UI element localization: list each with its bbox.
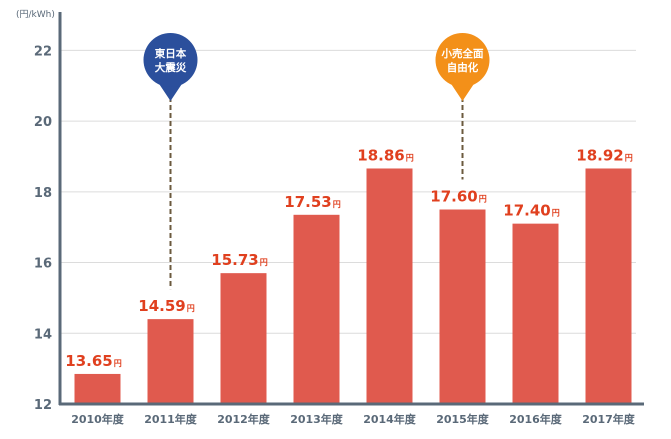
y-tick-label: 18 <box>34 186 52 201</box>
data-label: 18.92円 <box>576 146 632 164</box>
x-tick-label: 2016年度 <box>509 412 563 426</box>
x-tick-label: 2012年度 <box>217 412 271 426</box>
y-tick-label: 14 <box>34 327 52 342</box>
bar <box>220 273 267 403</box>
y-tick-label: 22 <box>34 44 52 59</box>
data-label: 13.65円 <box>65 352 121 370</box>
x-tick-label: 2014年度 <box>363 412 417 426</box>
data-label: 17.60円 <box>430 188 486 206</box>
data-label: 14.59円 <box>138 297 194 315</box>
data-label: 18.86円 <box>357 146 413 164</box>
x-tick-label: 2013年度 <box>290 412 344 426</box>
y-axis-unit-label: (円/kWh) <box>16 10 55 20</box>
bar <box>74 373 121 403</box>
x-tick-label: 2017年度 <box>582 412 636 426</box>
bar <box>366 168 413 403</box>
annotation-label: 小売全面 <box>441 47 484 60</box>
y-tick-label: 12 <box>34 398 52 413</box>
annotation-pin <box>435 33 490 87</box>
y-tick-label: 20 <box>34 115 52 130</box>
x-tick-label: 2015年度 <box>436 412 490 426</box>
bar <box>293 214 340 403</box>
x-tick-label: 2011年度 <box>144 412 198 426</box>
y-tick-label: 16 <box>34 257 52 272</box>
annotation-label: 大震災 <box>155 61 187 74</box>
x-tick-label: 2010年度 <box>71 412 125 426</box>
annotation-pin <box>143 33 198 87</box>
bar <box>512 223 559 403</box>
bar <box>147 319 194 403</box>
data-label: 17.40円 <box>503 202 559 220</box>
annotation-label: 東日本 <box>155 47 187 60</box>
data-label: 17.53円 <box>284 193 340 211</box>
bar <box>439 209 486 403</box>
bar <box>585 168 632 403</box>
data-label: 15.73円 <box>211 251 267 269</box>
annotation-label: 自由化 <box>447 61 479 74</box>
